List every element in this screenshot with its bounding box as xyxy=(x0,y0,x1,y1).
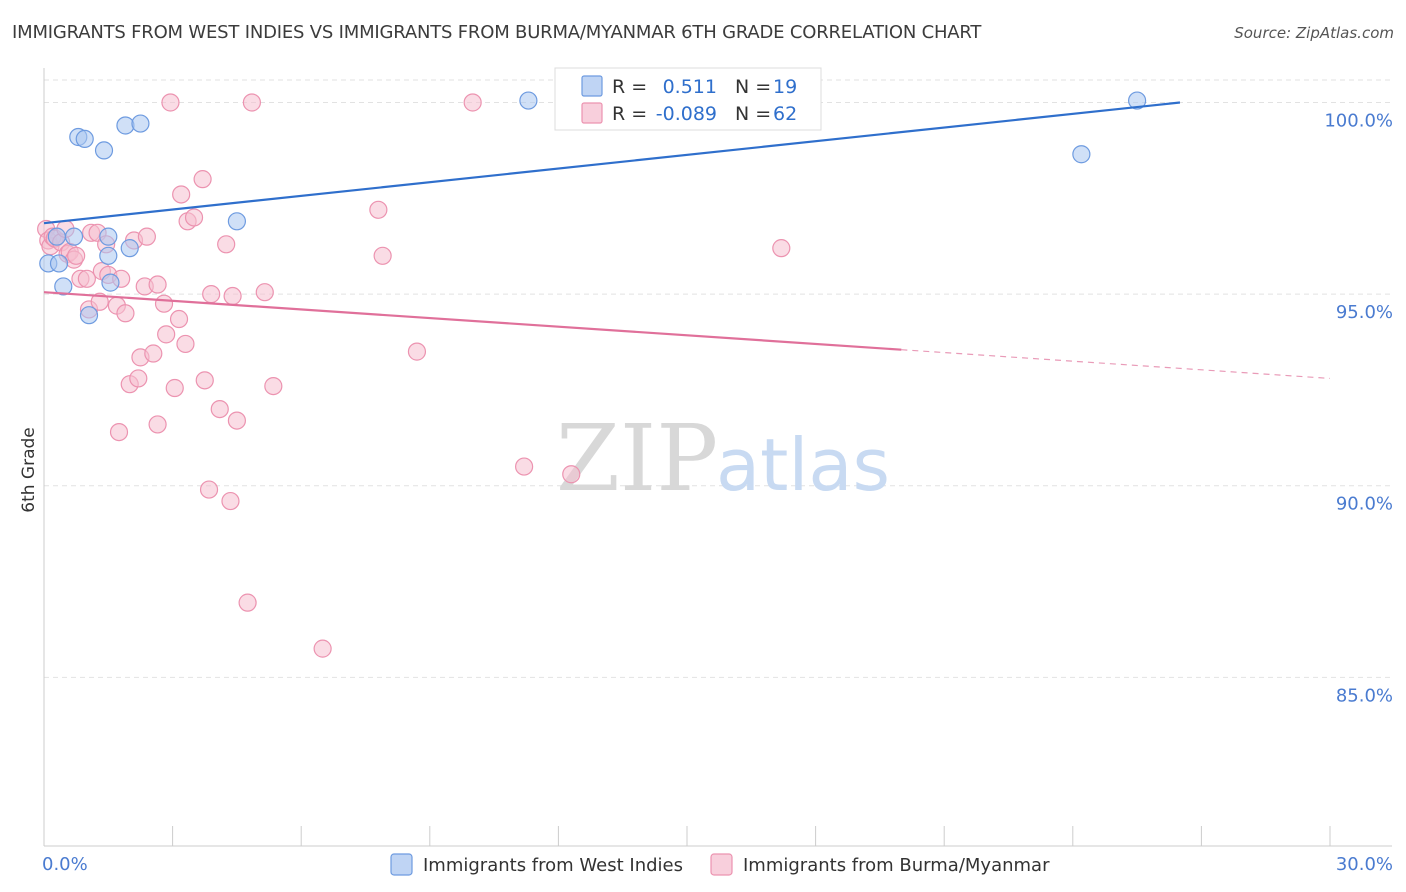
y-tick-label-3: 85.0% xyxy=(1336,685,1393,706)
series-legend-label-pink: Immigrants from Burma/Myanmar xyxy=(743,855,1050,876)
blue-point-14 xyxy=(131,114,150,133)
tick-labels: 100.0% 95.0% 90.0% 85.0% 0.0% 30.0% xyxy=(42,110,1393,875)
series-legend-swatch-blue xyxy=(390,853,413,876)
pink-point-55 xyxy=(313,639,332,658)
pink-point-43 xyxy=(195,371,214,390)
y-tick-label-2: 90.0% xyxy=(1336,494,1393,515)
series-legend-label-blue: Immigrants from West Indies xyxy=(423,855,683,876)
pink-point-52 xyxy=(242,93,262,112)
pink-point-53 xyxy=(255,283,274,302)
source-credit: Source: ZipAtlas.com xyxy=(1234,24,1394,42)
pink-point-42 xyxy=(193,170,212,189)
pink-point-26 xyxy=(129,369,148,388)
pink-point-31 xyxy=(148,275,167,294)
pink-point-47 xyxy=(217,235,236,254)
pink-point-38 xyxy=(172,185,191,204)
burma-series-points xyxy=(37,93,791,658)
west-indies-series-points xyxy=(39,91,1147,325)
legend-n-value-2: 62 xyxy=(773,103,797,125)
legend-r-label-2: R = xyxy=(612,103,647,125)
blue-point-1 xyxy=(47,227,66,246)
pink-point-45 xyxy=(202,285,221,304)
blue-point-9 xyxy=(99,227,118,246)
axes xyxy=(43,68,1392,847)
pink-point-32 xyxy=(148,415,167,434)
legend-swatch-pink xyxy=(581,102,603,124)
blue-point-12 xyxy=(116,116,135,135)
y-axis-label: 6th Grade xyxy=(19,427,39,513)
pink-point-58 xyxy=(407,342,427,361)
x-tick-label-1: 30.0% xyxy=(1336,854,1393,875)
pink-trendline-extension xyxy=(901,349,1331,380)
pink-point-44 xyxy=(199,480,219,499)
watermark-atlas: atlas xyxy=(716,423,890,507)
blue-trendline xyxy=(43,101,1181,225)
legend-r-label-1: R = xyxy=(612,76,647,98)
pink-point-35 xyxy=(161,93,180,112)
series-legend-swatch-pink xyxy=(710,853,733,876)
y-tick-label-0: 100.0% xyxy=(1324,110,1393,131)
pink-point-23 xyxy=(116,304,135,323)
pink-point-12 xyxy=(77,269,96,288)
pink-point-36 xyxy=(165,378,184,398)
pink-point-39 xyxy=(176,334,195,354)
legend-swatch-blue xyxy=(581,75,603,97)
blue-point-18 xyxy=(1127,91,1147,110)
legend-n-label-2: N = xyxy=(735,103,771,125)
pink-point-29 xyxy=(137,227,156,246)
blue-point-8 xyxy=(94,141,114,160)
pink-trendline xyxy=(43,291,902,351)
watermark: ZIP atlas xyxy=(556,405,890,512)
pink-point-16 xyxy=(90,292,109,311)
blue-point-15 xyxy=(227,212,246,231)
pink-point-60 xyxy=(515,457,534,476)
blue-point-13 xyxy=(120,239,139,258)
blue-point-7 xyxy=(79,306,99,325)
pink-point-37 xyxy=(169,309,189,329)
pink-point-57 xyxy=(373,246,392,265)
blue-point-11 xyxy=(101,273,120,292)
series-legend: Immigrants from West Indies Immigrants f… xyxy=(390,853,1050,876)
trendlines xyxy=(43,101,1331,380)
y-tick-label-1: 95.0% xyxy=(1336,302,1393,323)
pink-point-46 xyxy=(210,399,229,419)
blue-point-16 xyxy=(519,91,538,110)
pink-point-59 xyxy=(463,93,482,112)
pink-point-21 xyxy=(109,422,129,442)
gridlines xyxy=(44,79,1392,678)
x-tick-label-0: 0.0% xyxy=(42,854,88,875)
watermark-zip: ZIP xyxy=(556,405,718,512)
blue-point-2 xyxy=(49,254,69,273)
pink-point-61 xyxy=(562,465,581,484)
pink-point-10 xyxy=(67,246,86,265)
correlation-legend: R = 0.511 N = 19 R = -0.089 N = 62 xyxy=(554,67,822,131)
blue-point-3 xyxy=(54,277,73,296)
pink-point-54 xyxy=(264,376,283,396)
pink-point-62 xyxy=(772,239,791,258)
pink-point-51 xyxy=(238,593,257,612)
legend-n-label-1: N = xyxy=(735,76,771,98)
legend-r-value-2: -0.089 xyxy=(656,103,717,125)
pink-point-34 xyxy=(157,325,176,344)
pink-point-41 xyxy=(184,208,204,227)
blue-point-17 xyxy=(1072,145,1091,164)
pink-point-33 xyxy=(154,294,174,313)
pink-point-30 xyxy=(144,344,163,363)
blue-point-4 xyxy=(64,227,84,246)
legend-r-value-1: 0.511 xyxy=(663,76,717,98)
pink-point-48 xyxy=(221,491,240,511)
pink-point-50 xyxy=(227,411,246,430)
pink-point-49 xyxy=(223,286,242,306)
chart-title: IMMIGRANTS FROM WEST INDIES VS IMMIGRANT… xyxy=(12,22,982,43)
blue-point-10 xyxy=(99,246,118,265)
blue-point-6 xyxy=(75,129,94,149)
pink-point-56 xyxy=(369,200,388,219)
legend-n-value-1: 19 xyxy=(773,76,797,98)
